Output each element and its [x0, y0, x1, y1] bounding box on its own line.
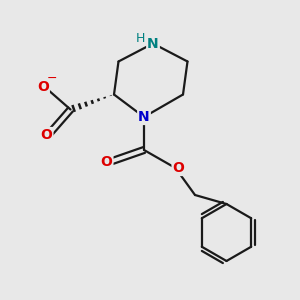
Text: N: N — [138, 110, 150, 124]
Text: H: H — [136, 32, 145, 45]
Text: −: − — [47, 72, 57, 86]
Text: O: O — [172, 161, 184, 175]
Text: O: O — [100, 155, 112, 169]
Text: N: N — [147, 37, 159, 50]
Text: O: O — [40, 128, 52, 142]
Text: O: O — [37, 80, 49, 94]
